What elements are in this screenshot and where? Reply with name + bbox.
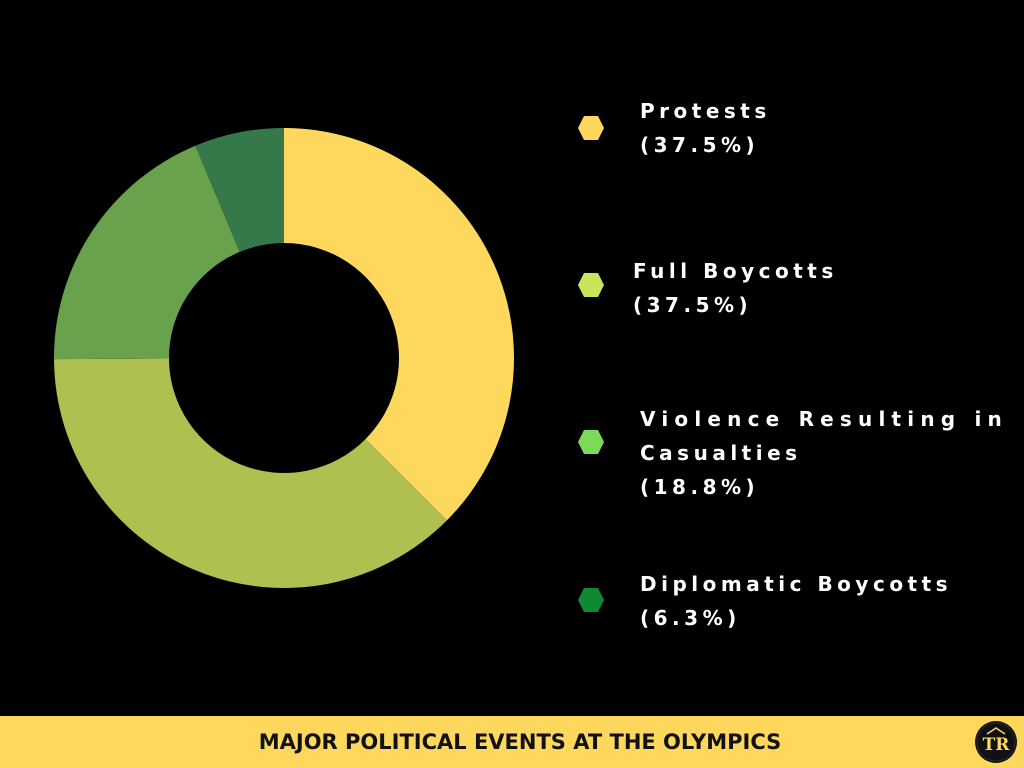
legend-label: Diplomatic Boycotts [640,572,953,596]
logo-text: TR [983,735,1011,755]
legend-label: Violence Resulting in [640,407,1008,431]
chart-title: MAJOR POLITICAL EVENTS AT THE OLYMPICS [258,730,782,754]
legend-label-cont: Casualties [640,441,802,465]
donut-slice-protests [284,128,514,521]
legend-value: (6.3%) [640,606,741,630]
legend-marker-0 [578,116,604,140]
legend-marker-2 [578,430,604,454]
hexagon-marker-icon [578,588,604,612]
donut-slice-diplomatic-boycotts [195,128,284,252]
legend-marker-3 [578,588,604,612]
legend-value: (37.5%) [640,133,760,157]
legend-value: (37.5%) [633,293,753,317]
hexagon-marker-icon [578,273,604,297]
donut-chart [54,128,514,588]
legend-marker-1 [578,273,604,297]
donut-slice-full-boycotts [54,358,448,588]
legend-label: Full Boycotts [633,259,838,283]
footer-banner: MAJOR POLITICAL EVENTS AT THE OLYMPICS [0,716,1024,768]
chart-legend: Protests (37.5%) Full Boycotts (37.5%) V… [578,99,1008,630]
hexagon-marker-icon [578,116,604,140]
tr-logo-icon: TR [975,721,1017,763]
legend-value: (18.8%) [640,475,760,499]
donut-slice-violence-resulting-in-casualties [54,145,240,360]
hexagon-marker-icon [578,430,604,454]
legend-label: Protests [640,99,771,123]
